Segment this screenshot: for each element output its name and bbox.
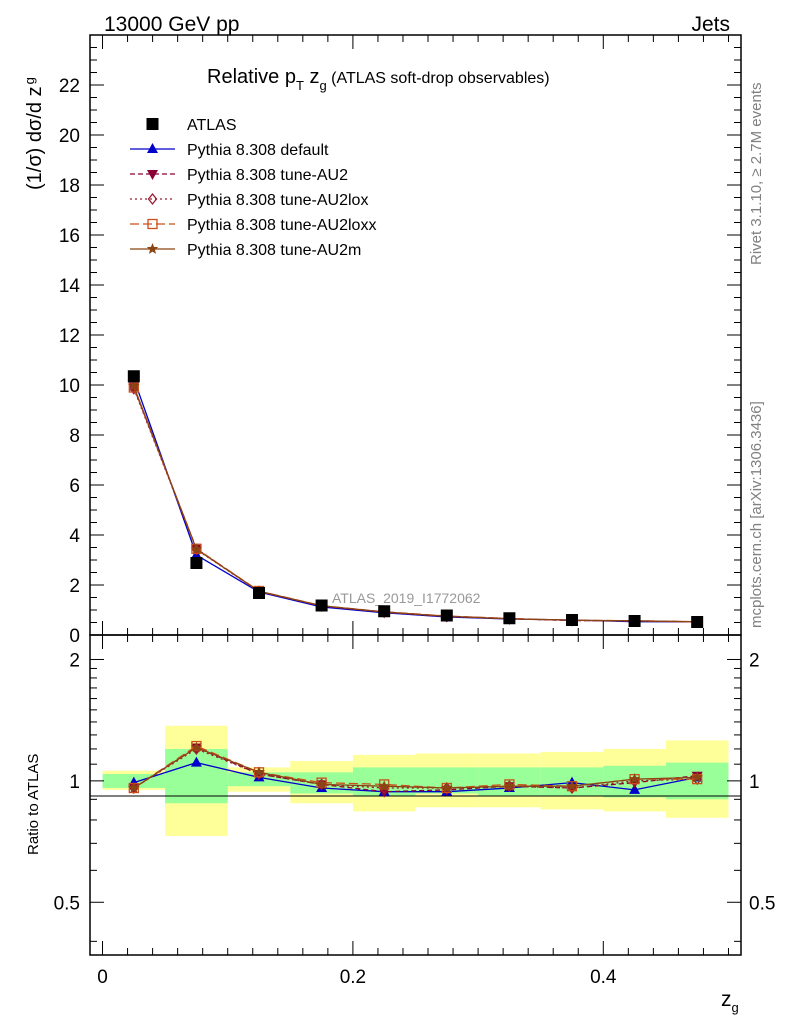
- legend-label-0: ATLAS: [187, 117, 237, 134]
- top-ytick-label-9: 18: [59, 176, 80, 197]
- series-1-line-ratio: [133, 761, 698, 793]
- series-0-point-4: [378, 605, 391, 618]
- top-ylabel-sub: g: [22, 77, 37, 84]
- top-ytick-label-0: 0: [69, 626, 80, 647]
- series-1-ratio-point-1: [190, 756, 202, 767]
- top-ylabel: (1/σ) dσ/d z g: [22, 77, 46, 190]
- series-5-ratio-point-5: [441, 782, 453, 793]
- top-ytick-label-5: 10: [59, 376, 80, 397]
- series-2-line-ratio: [133, 746, 698, 793]
- series-5-ratio-point-2: [253, 766, 265, 778]
- legend-marker-5: [146, 243, 159, 254]
- series-0-point-6: [503, 612, 516, 625]
- series-0-point-2: [253, 587, 266, 599]
- xlabel-sub: g: [732, 1000, 739, 1015]
- series-0-point-5: [440, 609, 453, 622]
- ratio-ytick-label-2: 2: [69, 650, 80, 671]
- ratio-panel-frame: [89, 634, 742, 956]
- legend-entry-3: Pythia 8.308 tune-AU2lox: [130, 192, 368, 209]
- series-1-ratio-point-8: [629, 783, 641, 794]
- title-mid: z: [304, 66, 320, 88]
- series-5-line-ratio: [133, 746, 698, 789]
- ratio-uncertainty-bands: [102, 725, 729, 836]
- side-text-bottom: mcplots.cern.ch [arXiv:1306.3436]: [748, 401, 765, 628]
- legend-label-5: Pythia 8.308 tune-AU2m: [187, 242, 361, 259]
- xlabel: zg: [721, 988, 739, 1015]
- title-sub-g: g: [319, 78, 326, 93]
- series-5-ratio-point-0: [128, 782, 140, 793]
- top-ytick-label-11: 22: [59, 76, 80, 97]
- series-5-ratio-point-7: [566, 780, 578, 792]
- legend-marker-0: [146, 118, 159, 130]
- legend-entry-4: Pythia 8.308 tune-AU2loxx: [130, 217, 376, 234]
- series-5-ratio-point-1: [190, 741, 203, 753]
- series-5-ratio-point-6: [503, 780, 516, 792]
- series-3-point-0: [128, 382, 139, 395]
- legend-marker-1: [147, 143, 158, 153]
- legend-label-4: Pythia 8.308 tune-AU2loxx: [187, 217, 376, 234]
- series-layer: [127, 370, 704, 798]
- side-text-top: Rivet 3.1.10, ≥ 2.7M events: [748, 83, 765, 266]
- legend-entry-1: Pythia 8.308 default: [130, 142, 329, 159]
- top-ytick-label-2: 4: [69, 526, 80, 547]
- legend-marker-2: [147, 170, 158, 180]
- series-0-point-7: [565, 614, 578, 626]
- ratio-ylabel: Ratio to ATLAS: [25, 754, 42, 855]
- series-4-line-top: [133, 387, 698, 623]
- header-left: 13000 GeV pp: [104, 13, 239, 36]
- top-ytick-label-4: 8: [69, 426, 80, 447]
- title-suffix: (ATLAS soft-drop observables): [327, 70, 550, 87]
- top-ytick-label-7: 14: [59, 276, 81, 297]
- series-3-line-ratio: [133, 748, 698, 789]
- chart-title: Relative pT zg (ATLAS soft-drop observab…: [207, 66, 550, 93]
- ratio-ytick-label-right-0: 0.5: [749, 893, 775, 914]
- series-0-point-8: [628, 615, 641, 627]
- series-5-ratio-point-9: [691, 771, 703, 783]
- series-0: [127, 370, 704, 628]
- series-5-point-0: [128, 380, 140, 392]
- top-ytick-label-8: 16: [59, 226, 80, 247]
- top-ytick-label-10: 20: [59, 126, 80, 147]
- legend-label-3: Pythia 8.308 tune-AU2lox: [187, 192, 368, 209]
- ratio-ytick-label-right-2: 2: [749, 650, 760, 671]
- series-0-point-3: [315, 599, 328, 612]
- legend-label-2: Pythia 8.308 tune-AU2: [187, 167, 348, 184]
- series-0-point-1: [190, 557, 203, 569]
- legend-entry-2: Pythia 8.308 tune-AU2: [130, 167, 348, 184]
- series-5-ratio-point-3: [315, 778, 328, 790]
- series-3-line-top: [133, 388, 698, 623]
- legend-marker-4: [147, 218, 158, 230]
- title-sub-t: T: [296, 78, 304, 93]
- legend-entry-5: Pythia 8.308 tune-AU2m: [130, 242, 361, 259]
- ratio-ytick-label-0: 0.5: [54, 893, 80, 914]
- xtick-label-1: 0.2: [340, 967, 366, 988]
- xlabel-main: z: [721, 988, 732, 1011]
- series-2-line-top: [133, 387, 698, 623]
- legend-label-1: Pythia 8.308 default: [187, 142, 329, 159]
- legend-marker-3: [147, 192, 158, 206]
- header-right: Jets: [691, 13, 730, 36]
- series-5-line-top: [133, 386, 698, 623]
- series-5: [128, 380, 703, 793]
- series-1-line-top: [133, 378, 698, 623]
- ratio-ytick-label-right-1: 1: [749, 772, 760, 793]
- legend-entry-0: ATLAS: [146, 117, 237, 134]
- series-5-ratio-point-8: [628, 773, 641, 784]
- series-5-ratio-point-4: [378, 780, 390, 792]
- xtick-label-0: 0: [97, 967, 108, 988]
- top-ytick-label-6: 12: [59, 326, 80, 347]
- series-0-point-9: [691, 616, 704, 628]
- legend: ATLAS Pythia 8.308 default Pythia 8.308 tu…: [130, 117, 376, 259]
- ratio-ytick-label-1: 1: [69, 772, 80, 793]
- top-ylabel-main: (1/σ) dσ/d z: [24, 86, 46, 190]
- top-ytick-label-3: 6: [69, 476, 80, 497]
- series-0-point-0: [127, 370, 140, 383]
- title-prefix: Relative p: [207, 66, 296, 88]
- xtick-label-2: 0.4: [590, 967, 617, 988]
- watermark: ATLAS_2019_I1772062: [332, 590, 481, 606]
- series-5-point-1: [190, 543, 203, 555]
- top-ytick-label-1: 2: [69, 576, 80, 597]
